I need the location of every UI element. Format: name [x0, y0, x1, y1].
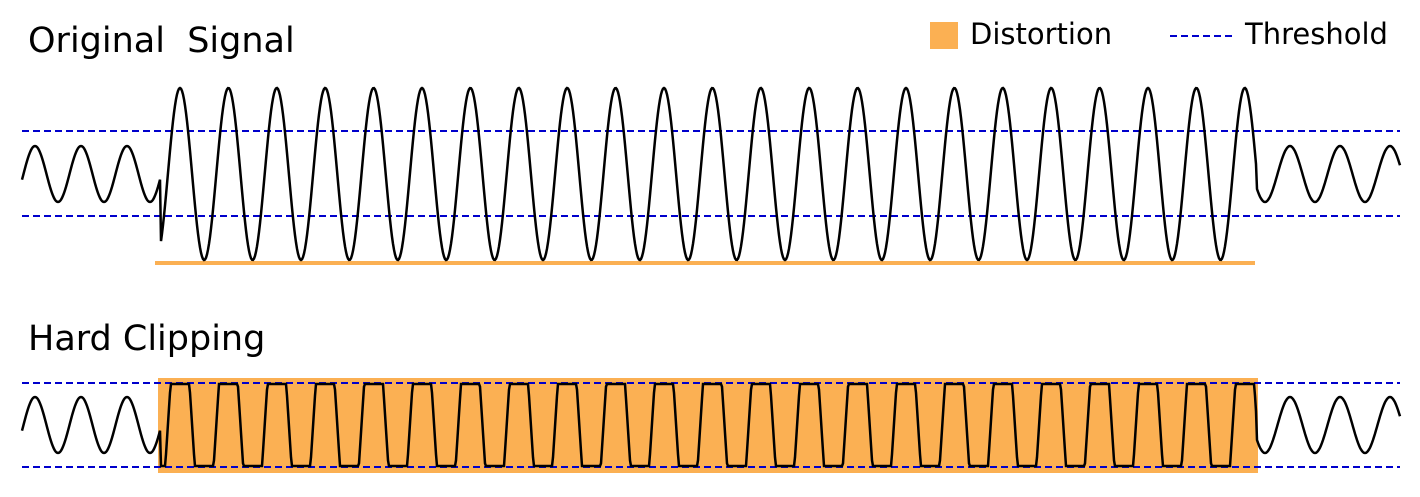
- distortion-area: [158, 378, 1258, 473]
- panel-title: Hard Clipping: [28, 319, 265, 359]
- legend-swatch: [930, 22, 958, 49]
- legend-label: Threshold: [1244, 17, 1388, 51]
- clipped-wave: [20, 382, 1402, 468]
- legend-label: Distortion: [970, 17, 1112, 51]
- signal-wave: [20, 86, 1402, 262]
- panel-title: Original Signal: [28, 21, 295, 61]
